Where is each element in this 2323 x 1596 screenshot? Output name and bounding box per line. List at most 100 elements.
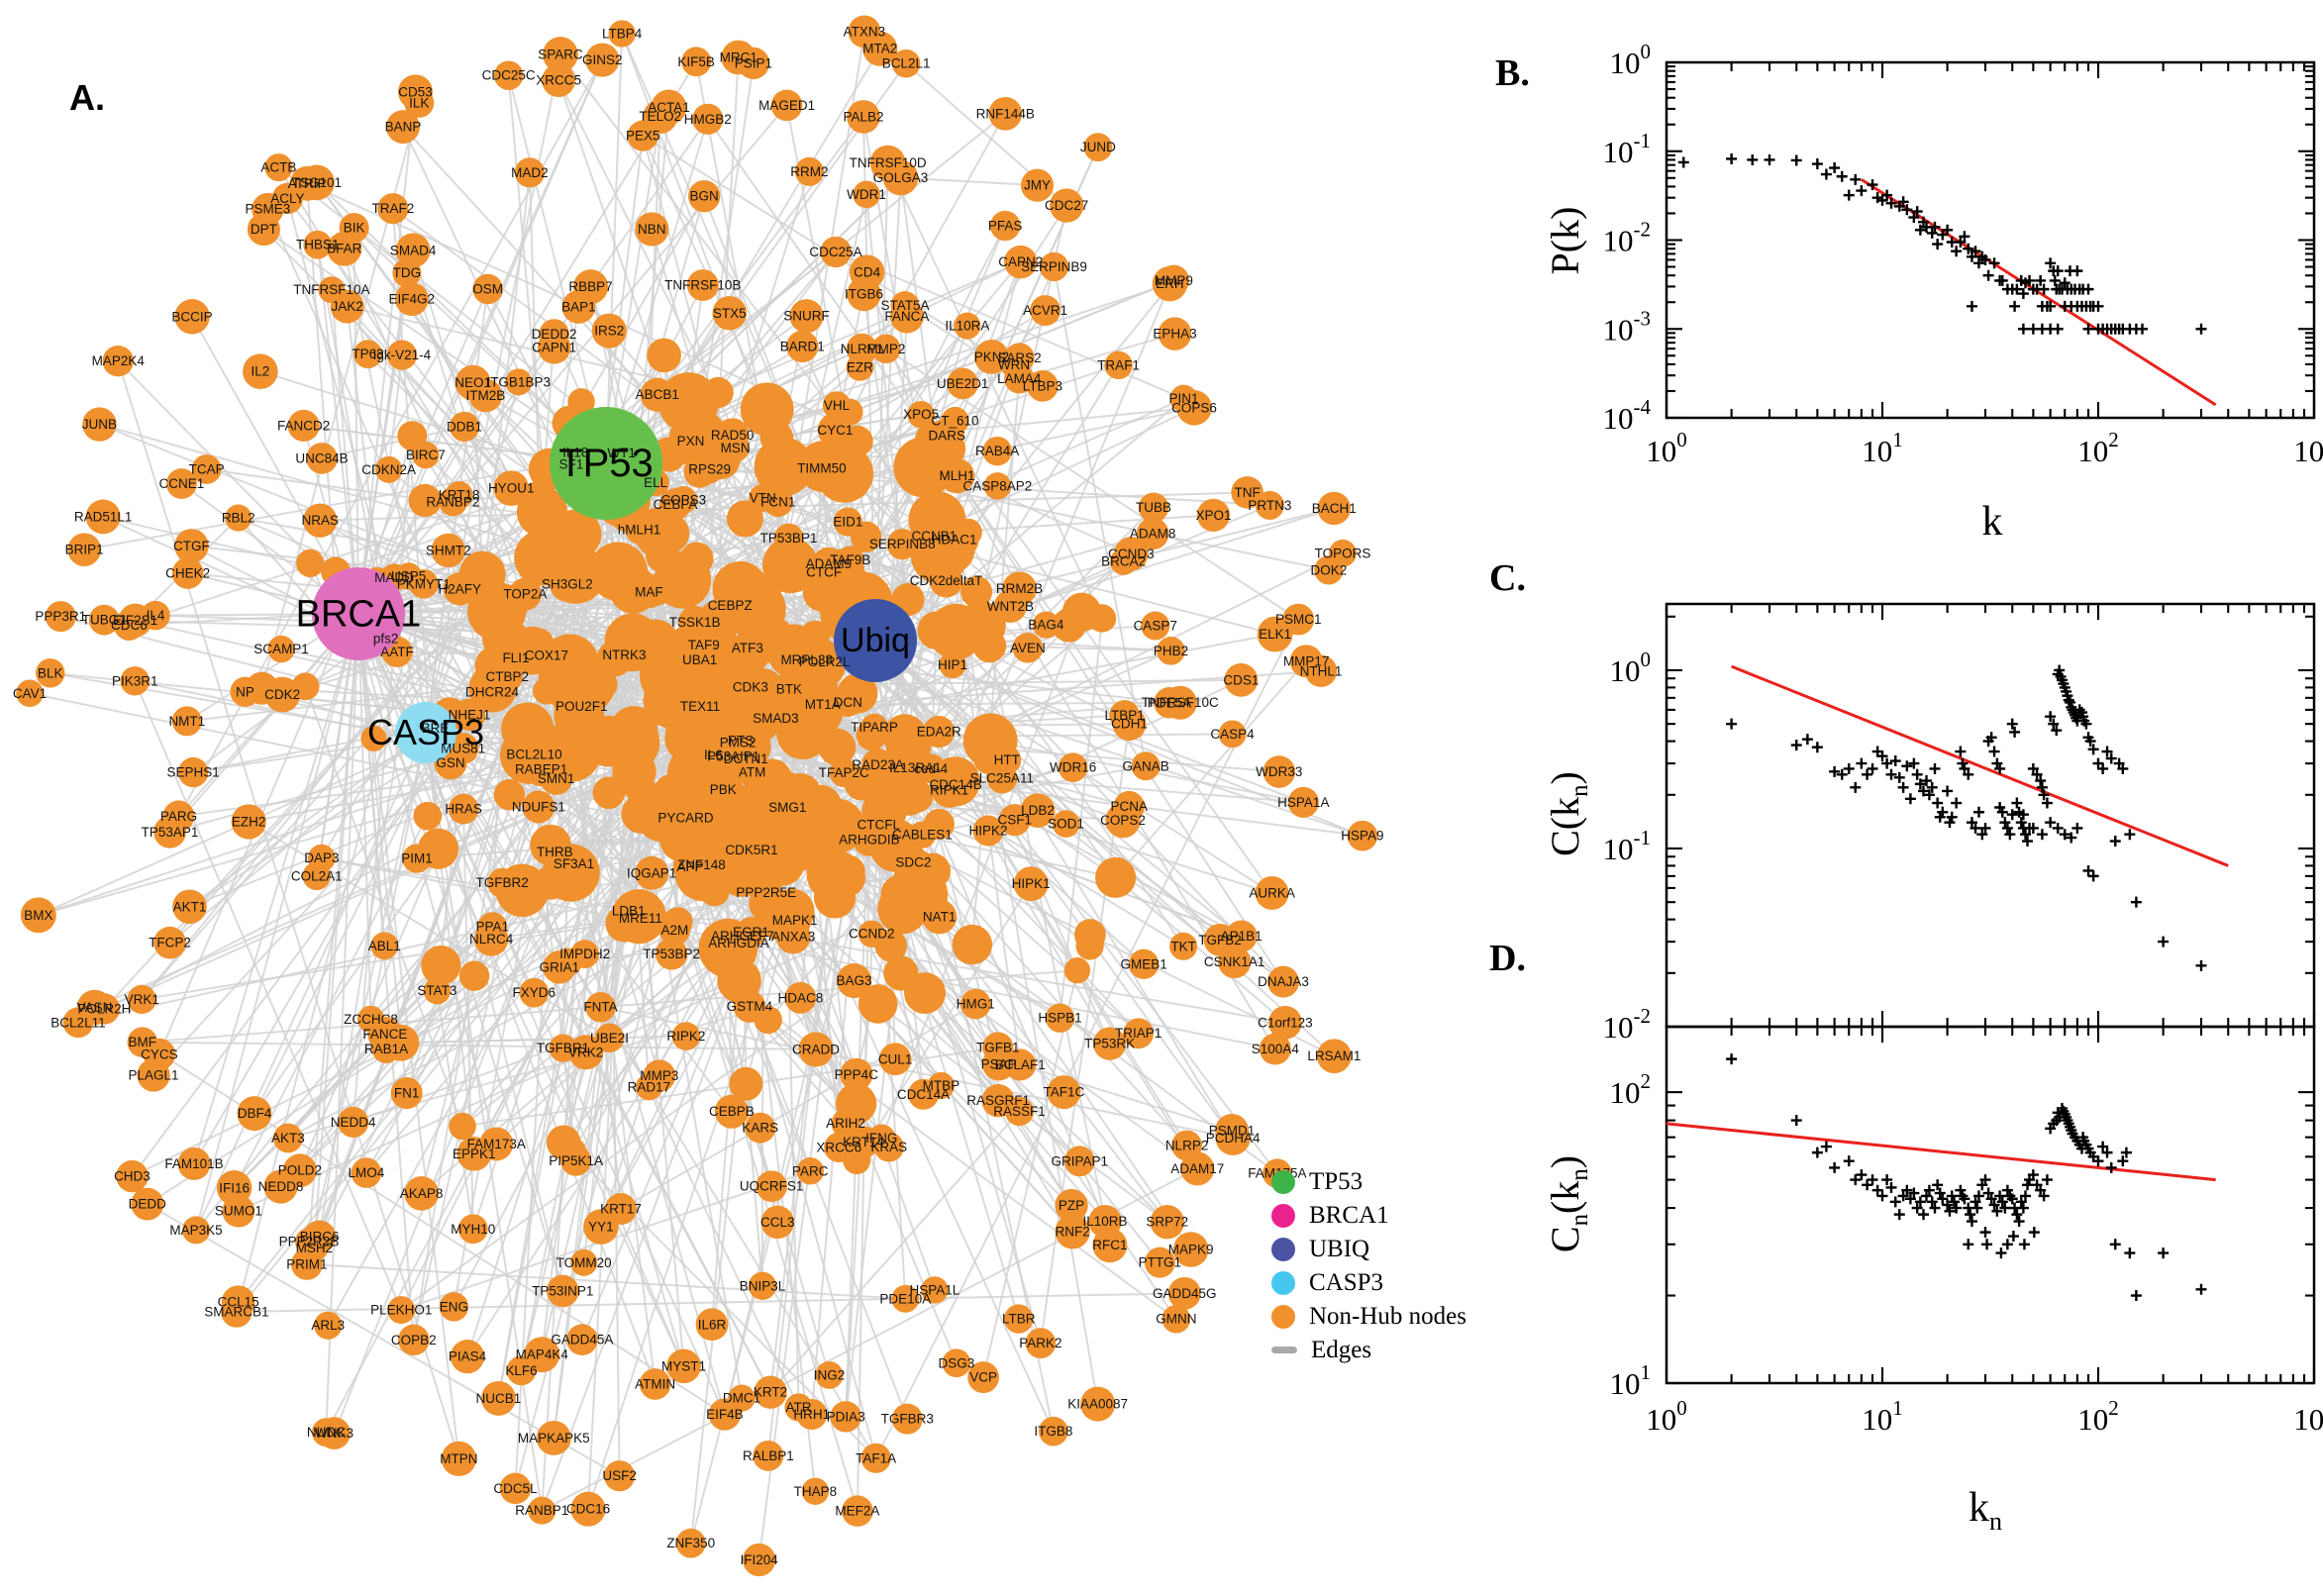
network-node-label: SPARC bbox=[538, 48, 583, 62]
network-node bbox=[750, 875, 783, 909]
data-point bbox=[2022, 836, 2034, 848]
network-node-label: IFNG bbox=[865, 1131, 897, 1146]
node-swatch-icon bbox=[1271, 1270, 1295, 1295]
network-node-label: CDKN2A bbox=[361, 462, 416, 477]
network-core-node bbox=[413, 801, 443, 831]
data-point bbox=[2105, 1161, 2117, 1173]
network-node-label: TELO2 bbox=[639, 109, 681, 124]
network-node-label: CSF1 bbox=[998, 813, 1033, 828]
data-point bbox=[1881, 1174, 1893, 1186]
data-point bbox=[1955, 746, 1967, 757]
network-node-label: TGFBR1 bbox=[537, 1041, 589, 1055]
data-point bbox=[2080, 718, 2092, 730]
network-node bbox=[171, 706, 202, 737]
network-node bbox=[1172, 1232, 1209, 1267]
axis-title: kn bbox=[1969, 1485, 2002, 1536]
network-edge bbox=[1114, 876, 1286, 1024]
axis-tick-label: 10-3 bbox=[1603, 306, 1652, 347]
network-edge bbox=[982, 969, 1078, 1378]
network-edge bbox=[305, 732, 427, 1265]
network-node-label: NEO1 bbox=[454, 375, 491, 390]
network-node bbox=[594, 1023, 625, 1052]
network-node bbox=[1112, 707, 1147, 742]
data-point bbox=[2052, 323, 2064, 335]
network-node bbox=[801, 1477, 830, 1505]
data-point bbox=[2015, 817, 2027, 829]
network-node bbox=[627, 120, 658, 151]
network-node bbox=[972, 815, 1004, 847]
network-node bbox=[990, 210, 1021, 242]
network-node-label: SMN1 bbox=[538, 771, 575, 786]
network-node-label: CEBPB bbox=[709, 1104, 755, 1119]
legend: TP53 BRCA1 UBIQ CASP3 Non-Hub nodes Edges bbox=[1271, 1168, 1466, 1363]
network-node bbox=[829, 757, 858, 788]
network-node-label: CDC25A bbox=[809, 245, 861, 259]
network-core-node bbox=[1075, 932, 1104, 960]
network-node-label: MMP9 bbox=[1155, 273, 1193, 288]
network-node bbox=[848, 15, 881, 49]
network-node bbox=[731, 632, 764, 665]
network-node bbox=[231, 804, 266, 840]
network-node-label: ITGB6 bbox=[845, 287, 883, 302]
network-edge bbox=[886, 162, 1103, 619]
network-node bbox=[891, 49, 921, 78]
data-point bbox=[1843, 1155, 1855, 1167]
network-node-label: TSG101 bbox=[292, 175, 342, 190]
network-node-label: TEX11 bbox=[680, 699, 720, 714]
network-core-node bbox=[458, 960, 490, 991]
network-edge bbox=[195, 613, 359, 1231]
network-core-node bbox=[534, 864, 569, 900]
network-node-label: CUL1 bbox=[878, 1051, 913, 1066]
network-node bbox=[449, 411, 480, 443]
network-node-label: XPO5 bbox=[903, 407, 939, 422]
network-node bbox=[370, 932, 399, 960]
network-node bbox=[1259, 1033, 1291, 1065]
network-node bbox=[1109, 548, 1138, 575]
data-point bbox=[2019, 829, 2031, 841]
data-point bbox=[1914, 1196, 1926, 1208]
network-node-label: EPHA3 bbox=[1153, 327, 1196, 342]
network-node bbox=[375, 455, 403, 483]
network-node-label: BCCIP bbox=[171, 309, 212, 324]
network-node-label: TOMM20 bbox=[556, 1255, 612, 1270]
network-node bbox=[822, 391, 852, 420]
data-point bbox=[1932, 1179, 1944, 1191]
network-node-label: JUND bbox=[1080, 140, 1116, 154]
network-node-label: RAB1A bbox=[364, 1042, 408, 1056]
data-point bbox=[1957, 757, 1969, 769]
network-node bbox=[988, 97, 1023, 131]
network-node bbox=[306, 443, 338, 474]
data-point bbox=[2195, 323, 2207, 335]
network-node-label: APP bbox=[676, 859, 703, 874]
network-node-label: TP53INP1 bbox=[532, 1283, 593, 1298]
network-node-label: H2AFY bbox=[439, 581, 482, 596]
network-node bbox=[127, 1027, 158, 1057]
network-node bbox=[882, 159, 919, 196]
network-core-node bbox=[726, 500, 763, 538]
network-node-label: POLR2L bbox=[799, 654, 851, 669]
network-node bbox=[682, 642, 718, 678]
legend-item-tp53: TP53 bbox=[1271, 1168, 1466, 1195]
data-point bbox=[2017, 288, 2029, 300]
network-node bbox=[453, 698, 486, 731]
data-point bbox=[1946, 1190, 1958, 1202]
network-edge bbox=[933, 439, 1284, 983]
network-edge bbox=[681, 465, 925, 581]
network-node bbox=[890, 291, 920, 321]
network-node bbox=[603, 1460, 636, 1492]
network-node bbox=[570, 1491, 606, 1527]
network-edge bbox=[376, 581, 864, 1144]
network-node-label: IL4 bbox=[147, 608, 165, 623]
data-point bbox=[1677, 156, 1689, 168]
network-node-label: TNFRSF10D bbox=[850, 155, 927, 170]
data-point bbox=[2001, 1239, 2013, 1250]
network-node-label: CAPN1 bbox=[532, 340, 576, 354]
network-node-label: TGFB2 bbox=[1198, 933, 1242, 948]
network-edge bbox=[436, 990, 474, 1230]
network-node-label: ATMIN bbox=[635, 1376, 675, 1391]
network-node bbox=[390, 1077, 423, 1110]
network-node bbox=[1268, 1005, 1302, 1040]
network-node-label: ARHGEF7 bbox=[711, 929, 774, 944]
network-node-label: GMEB1 bbox=[1120, 956, 1166, 971]
